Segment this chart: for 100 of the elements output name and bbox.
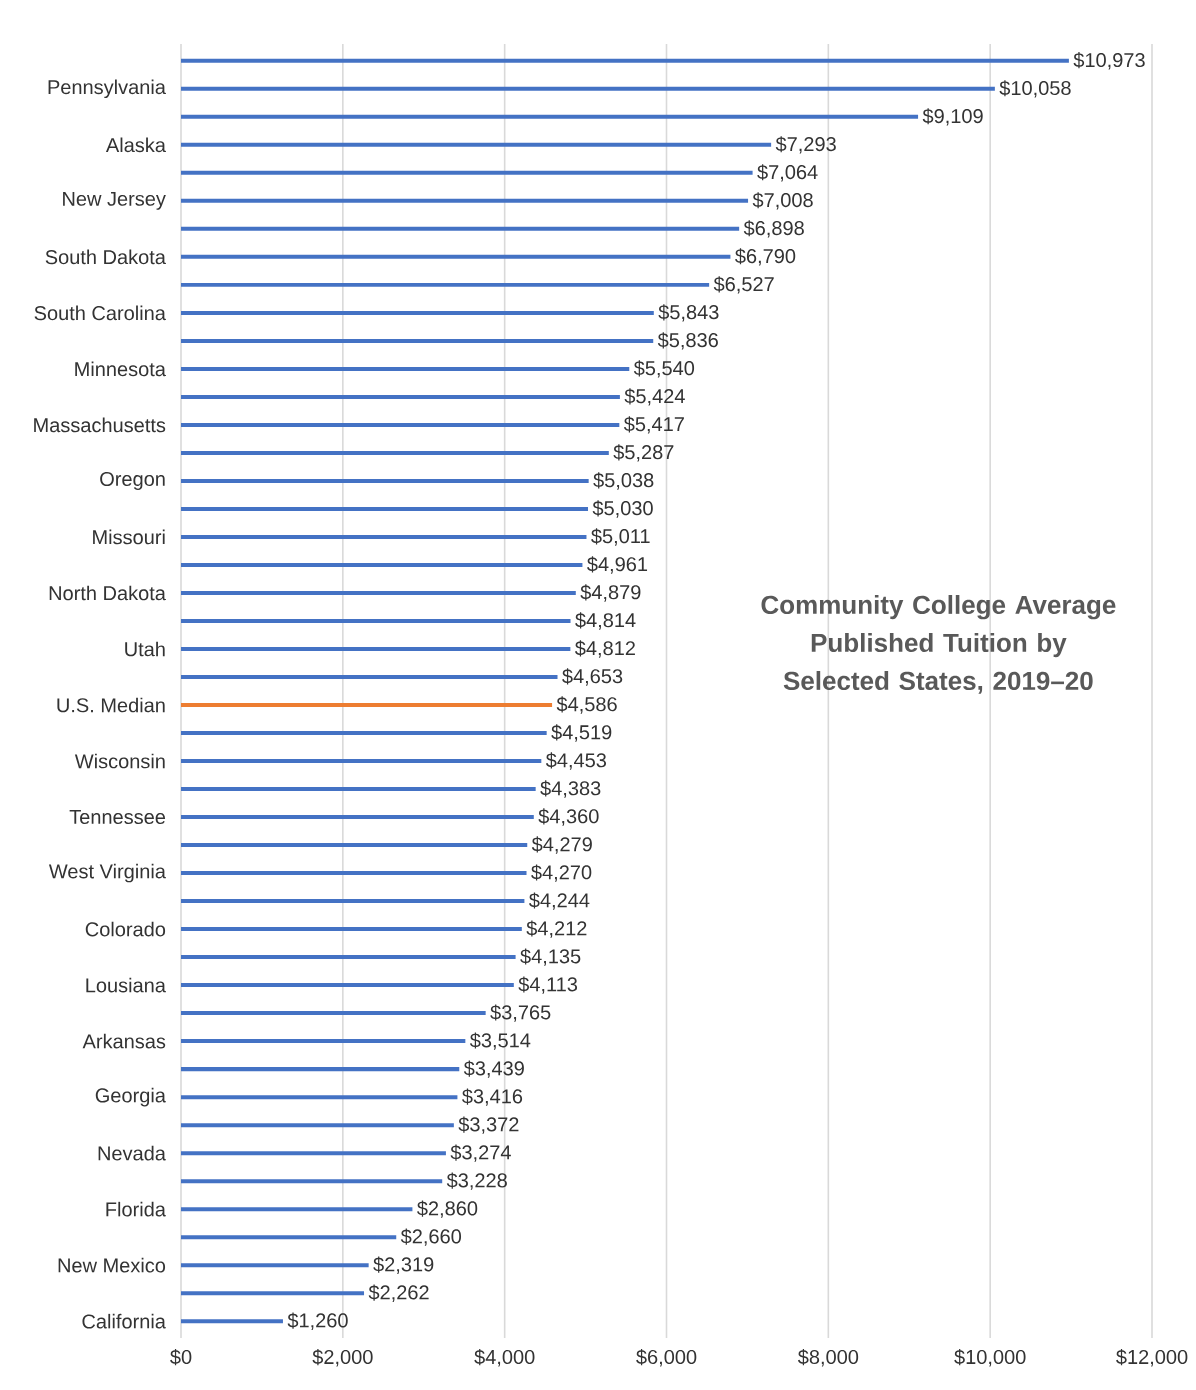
- x-tick-label: $2,000: [312, 1349, 373, 1367]
- bar: [181, 590, 576, 595]
- bar: [181, 254, 731, 259]
- y-tick-label: Colorado: [85, 921, 166, 937]
- bar: [181, 394, 620, 399]
- data-label: $10,973: [1073, 52, 1145, 70]
- data-label: $4,135: [520, 948, 581, 966]
- y-tick-label: New Mexico: [58, 1257, 166, 1273]
- bar: [181, 731, 547, 736]
- bar: [181, 170, 753, 175]
- data-label: $4,453: [545, 752, 607, 770]
- data-label: $4,814: [575, 612, 636, 630]
- data-label: $4,879: [580, 584, 641, 602]
- y-tick-label: Pennsylvania: [48, 79, 166, 99]
- bar: [181, 759, 542, 764]
- bar: [181, 646, 571, 651]
- y-tick-label: Lousiana: [86, 977, 166, 993]
- data-label: $4,212: [526, 920, 587, 938]
- bar: [181, 1151, 446, 1156]
- data-label: $6,527: [713, 276, 774, 294]
- data-label: $5,011: [591, 528, 650, 546]
- bar: [181, 618, 571, 623]
- data-label: $4,113: [518, 976, 578, 994]
- bar: [181, 1123, 454, 1128]
- data-label: $3,439: [463, 1060, 524, 1078]
- bar: [181, 506, 589, 511]
- x-tick-label: $6,000: [636, 1349, 697, 1367]
- bar: [181, 1011, 486, 1016]
- bar: [181, 198, 749, 203]
- data-label: $4,279: [531, 836, 592, 854]
- data-label: $3,274: [450, 1144, 511, 1162]
- bar: [181, 86, 995, 91]
- x-tick-label: $12,000: [1116, 1349, 1188, 1367]
- y-tick-label: California: [82, 1313, 166, 1329]
- y-tick-label: New Jersey: [63, 191, 166, 210]
- data-label: $5,836: [657, 332, 718, 350]
- y-tick-label: Alaska: [105, 137, 166, 153]
- data-label: $3,765: [490, 1004, 551, 1022]
- bar: [181, 114, 919, 119]
- y-tick-label: South Dakota: [45, 249, 166, 265]
- text: Community College Average Published Tuition by Selected States, 2019–20: [761, 594, 1116, 694]
- data-label: $7,064: [757, 164, 818, 182]
- bar: [181, 1067, 460, 1072]
- bar: [181, 310, 654, 315]
- bar: [181, 282, 710, 287]
- bar: [181, 843, 528, 848]
- data-label: $3,514: [469, 1032, 531, 1050]
- data-label: $7,293: [775, 136, 836, 154]
- bar: [181, 927, 522, 932]
- y-tick-label: South Carolina: [34, 305, 166, 321]
- y-tick-label: Tennessee: [69, 810, 166, 825]
- bar: [181, 1179, 443, 1184]
- bar: [181, 675, 558, 679]
- bar: [181, 1095, 458, 1100]
- x-tick-label: $0: [170, 1349, 192, 1366]
- y-tick-label: Arkansas: [82, 1033, 166, 1049]
- bar: [181, 983, 514, 988]
- y-tick-label: Oregon: [100, 471, 165, 490]
- data-label: $4,961: [587, 556, 648, 574]
- bar: [181, 815, 534, 820]
- x-tick-label: $8,000: [797, 1349, 859, 1367]
- y-tick-label: Missouri: [93, 529, 165, 545]
- bar: [181, 787, 536, 792]
- data-label: $6,790: [735, 248, 796, 266]
- bar: [181, 1207, 413, 1212]
- bar: [181, 899, 525, 904]
- data-label: $2,860: [417, 1200, 478, 1218]
- data-label: $4,244: [529, 892, 590, 910]
- y-tick-label: Utah: [125, 641, 165, 657]
- x-tick-label: $4,000: [474, 1349, 535, 1367]
- data-label: $5,287: [613, 444, 674, 462]
- data-label: $5,417: [623, 416, 684, 434]
- bar: [181, 450, 609, 455]
- data-label: $2,660: [400, 1228, 462, 1246]
- bar: [181, 338, 654, 343]
- bar: [181, 1235, 397, 1240]
- data-label: $2,262: [368, 1284, 429, 1302]
- bar: [181, 955, 516, 960]
- data-label: $4,586: [556, 696, 617, 714]
- data-label: $3,372: [458, 1116, 519, 1134]
- bar: [181, 703, 553, 708]
- y-tick-label: U.S. Median: [57, 697, 165, 713]
- y-tick-label: North Dakota: [49, 585, 166, 601]
- data-label: $4,270: [531, 864, 592, 882]
- bar: [181, 478, 589, 483]
- bar: [181, 366, 630, 371]
- data-label: $5,424: [624, 388, 685, 406]
- data-label: $3,416: [462, 1088, 523, 1106]
- data-label: $5,030: [592, 500, 653, 518]
- data-label: $9,109: [922, 108, 983, 126]
- data-label: $10,058: [999, 80, 1071, 98]
- bar: [181, 58, 1069, 63]
- data-label: $4,383: [540, 780, 601, 798]
- data-label: $1,260: [287, 1312, 348, 1330]
- data-label: $7,008: [752, 192, 813, 210]
- data-label: $3,228: [446, 1172, 507, 1190]
- bar: [181, 1291, 365, 1296]
- data-label: $5,843: [658, 304, 719, 322]
- data-label: $2,319: [373, 1256, 434, 1274]
- bar: [181, 871, 527, 876]
